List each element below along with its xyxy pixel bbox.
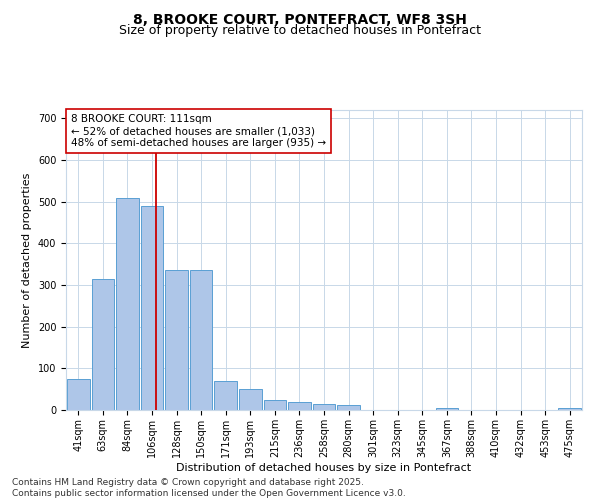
Bar bbox=[263, 400, 286, 410]
Y-axis label: Number of detached properties: Number of detached properties bbox=[22, 172, 32, 348]
Bar bbox=[559, 408, 581, 410]
Text: Size of property relative to detached houses in Pontefract: Size of property relative to detached ho… bbox=[119, 24, 481, 37]
Text: Contains HM Land Registry data © Crown copyright and database right 2025.
Contai: Contains HM Land Registry data © Crown c… bbox=[12, 478, 406, 498]
Bar bbox=[92, 279, 114, 410]
Text: 8 BROOKE COURT: 111sqm
← 52% of detached houses are smaller (1,033)
48% of semi-: 8 BROOKE COURT: 111sqm ← 52% of detached… bbox=[71, 114, 326, 148]
Bar bbox=[214, 381, 237, 410]
Bar bbox=[313, 404, 335, 410]
Bar bbox=[436, 408, 458, 410]
Bar bbox=[116, 198, 139, 410]
Text: 8, BROOKE COURT, PONTEFRACT, WF8 3SH: 8, BROOKE COURT, PONTEFRACT, WF8 3SH bbox=[133, 12, 467, 26]
Bar bbox=[67, 379, 89, 410]
Bar bbox=[337, 405, 360, 410]
Bar bbox=[288, 402, 311, 410]
Bar bbox=[239, 389, 262, 410]
X-axis label: Distribution of detached houses by size in Pontefract: Distribution of detached houses by size … bbox=[176, 462, 472, 472]
Bar bbox=[140, 206, 163, 410]
Bar bbox=[190, 270, 212, 410]
Bar bbox=[165, 270, 188, 410]
